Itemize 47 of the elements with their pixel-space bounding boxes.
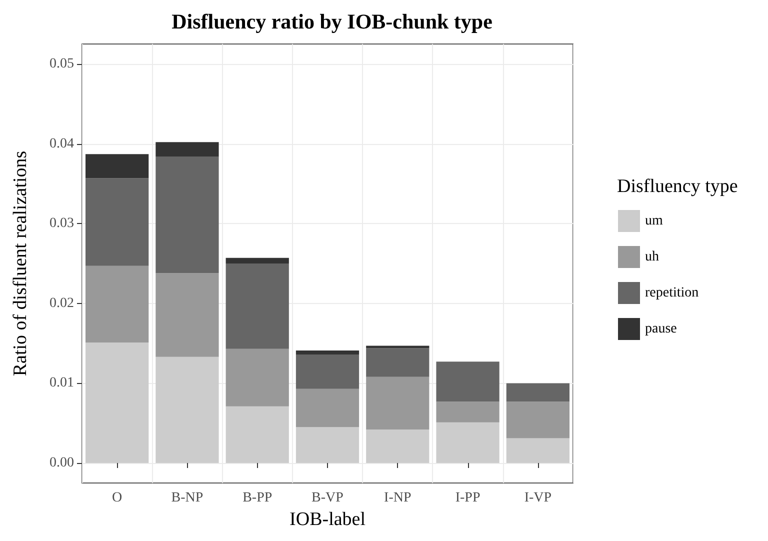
bar: [156, 273, 219, 357]
bar: [296, 388, 360, 428]
x-tick-label: I-PP: [455, 490, 480, 506]
y-tick-label: 0.00: [50, 456, 74, 471]
legend-label: um: [645, 214, 663, 228]
bar: [86, 266, 149, 343]
x-tick-label: B-PP: [242, 490, 272, 506]
y-tick-label: 0.05: [50, 56, 74, 72]
bar: [296, 354, 360, 389]
bar: [366, 430, 430, 464]
bar: [86, 154, 149, 178]
bar: [436, 362, 500, 402]
bar: [506, 383, 570, 402]
legend-title: Disfluency type: [617, 176, 738, 197]
x-tick-label: I-NP: [384, 490, 412, 506]
bar: [86, 342, 149, 464]
bar: [296, 350, 360, 354]
bar: [506, 438, 570, 464]
x-tick-label: B-NP: [171, 490, 204, 506]
x-tick-label: O: [112, 490, 122, 506]
y-axis-title: Ratio of disfluent realizations: [10, 150, 31, 376]
y-tick-label: 0.02: [50, 296, 74, 311]
chart-title: Disfluency ratio by IOB-chunk type: [172, 10, 492, 34]
x-axis-title: IOB-label: [290, 508, 366, 530]
legend-label: repetition: [645, 286, 699, 300]
y-tick-label: 0.01: [50, 376, 74, 391]
bar: [436, 402, 500, 422]
x-tick-label: I-VP: [524, 490, 552, 506]
bar: [366, 348, 430, 377]
y-tick-label: 0.04: [50, 136, 74, 152]
bar: [226, 264, 289, 349]
bar: [156, 356, 219, 464]
bar: [366, 376, 430, 430]
bar: [366, 346, 430, 348]
bar: [156, 142, 219, 157]
y-tick-label: 0.03: [50, 216, 74, 232]
bar: [226, 258, 289, 264]
bar: [156, 156, 219, 274]
legend-label: uh: [645, 250, 659, 264]
bar: [506, 402, 570, 438]
bar: [226, 406, 289, 464]
legend-label: pause: [645, 322, 677, 336]
x-tick-label: B-VP: [312, 490, 344, 506]
bar: [86, 178, 149, 266]
bar: [226, 348, 289, 406]
bar: [296, 427, 360, 464]
bar: [436, 422, 500, 464]
